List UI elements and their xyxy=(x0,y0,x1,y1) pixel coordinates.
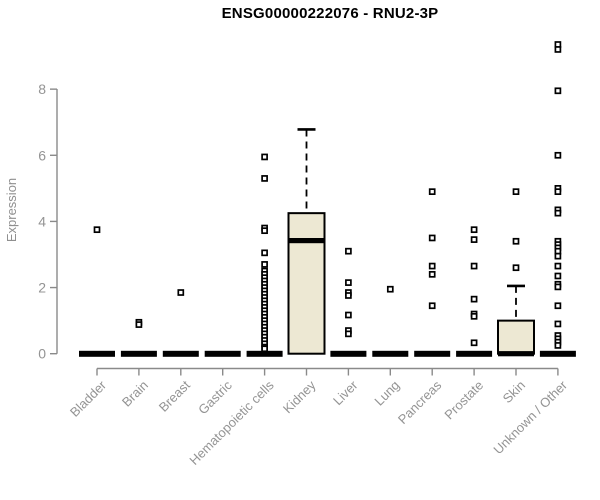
x-category-label: Brain xyxy=(119,378,151,410)
outlier-point xyxy=(470,226,478,234)
outlier-point xyxy=(261,261,268,268)
outlier-point xyxy=(135,321,143,328)
collapsed-box xyxy=(372,350,409,357)
x-category-label: Bladder xyxy=(67,377,110,420)
outlier-point xyxy=(554,87,562,95)
outlier-point xyxy=(470,236,478,243)
chart-title: ENSG00000222076 - RNU2-3P xyxy=(221,5,439,22)
box-skin xyxy=(497,319,535,355)
x-category-label: Skin xyxy=(500,378,528,406)
outlier-point xyxy=(470,295,478,303)
outlier-point xyxy=(261,345,268,353)
x-category-label: Kidney xyxy=(280,377,319,416)
outlier-point xyxy=(554,188,562,196)
outlier-point xyxy=(554,46,562,53)
x-category-label: Gastric xyxy=(195,377,235,417)
x-category-label: Liver xyxy=(330,377,361,408)
outlier-point xyxy=(512,237,520,245)
y-tick-label: 0 xyxy=(38,346,46,362)
box-kidney xyxy=(287,212,326,355)
outlier-point xyxy=(554,151,562,159)
collapsed-box xyxy=(414,350,451,357)
collapsed-box xyxy=(120,350,157,357)
outlier-point xyxy=(470,262,478,270)
outlier-point xyxy=(554,283,562,291)
x-category-label: Breast xyxy=(156,377,193,414)
outlier-point xyxy=(177,289,185,296)
collapsed-box xyxy=(246,350,283,357)
x-category-label: Unknown / Other xyxy=(490,377,570,457)
outlier-point xyxy=(470,339,478,347)
outlier-point xyxy=(428,262,436,270)
collapsed-box xyxy=(456,350,493,357)
collapsed-box xyxy=(79,350,115,357)
outlier-point xyxy=(512,188,520,196)
collapsed-box xyxy=(204,350,241,357)
collapsed-box xyxy=(539,350,576,357)
outlier-point xyxy=(470,312,478,320)
x-category-label: Prostate xyxy=(441,378,486,423)
outlier-point xyxy=(428,188,436,196)
outlier-point xyxy=(554,320,562,328)
y-tick-label: 8 xyxy=(38,81,46,97)
collapsed-box xyxy=(162,350,199,357)
outlier-point xyxy=(554,262,562,270)
x-category-label: Lung xyxy=(371,378,402,409)
median-line xyxy=(498,351,534,357)
median-line xyxy=(288,238,325,244)
outlier-point xyxy=(345,330,352,338)
outlier-point xyxy=(345,247,352,255)
outlier-point xyxy=(261,153,268,161)
y-tick-label: 2 xyxy=(38,280,46,296)
outlier-point xyxy=(428,234,436,242)
collapsed-box xyxy=(330,350,367,357)
outlier-point xyxy=(554,342,562,349)
outlier-point xyxy=(345,292,352,299)
outlier-point xyxy=(386,285,394,293)
outlier-point xyxy=(428,302,436,310)
outlier-point xyxy=(345,279,352,286)
outlier-point xyxy=(428,270,436,278)
y-tick-label: 6 xyxy=(38,147,46,163)
outlier-point xyxy=(93,226,101,234)
outlier-point xyxy=(512,264,520,272)
outlier-point xyxy=(345,311,352,319)
outlier-point xyxy=(554,302,562,310)
y-tick-label: 4 xyxy=(38,213,46,229)
outlier-point xyxy=(554,252,562,260)
outlier-point xyxy=(554,209,562,217)
outlier-point xyxy=(261,227,268,235)
x-category-label: Pancreas xyxy=(395,377,445,427)
outlier-point xyxy=(261,175,268,182)
outlier-point xyxy=(261,249,268,257)
outlier-point xyxy=(554,272,562,280)
